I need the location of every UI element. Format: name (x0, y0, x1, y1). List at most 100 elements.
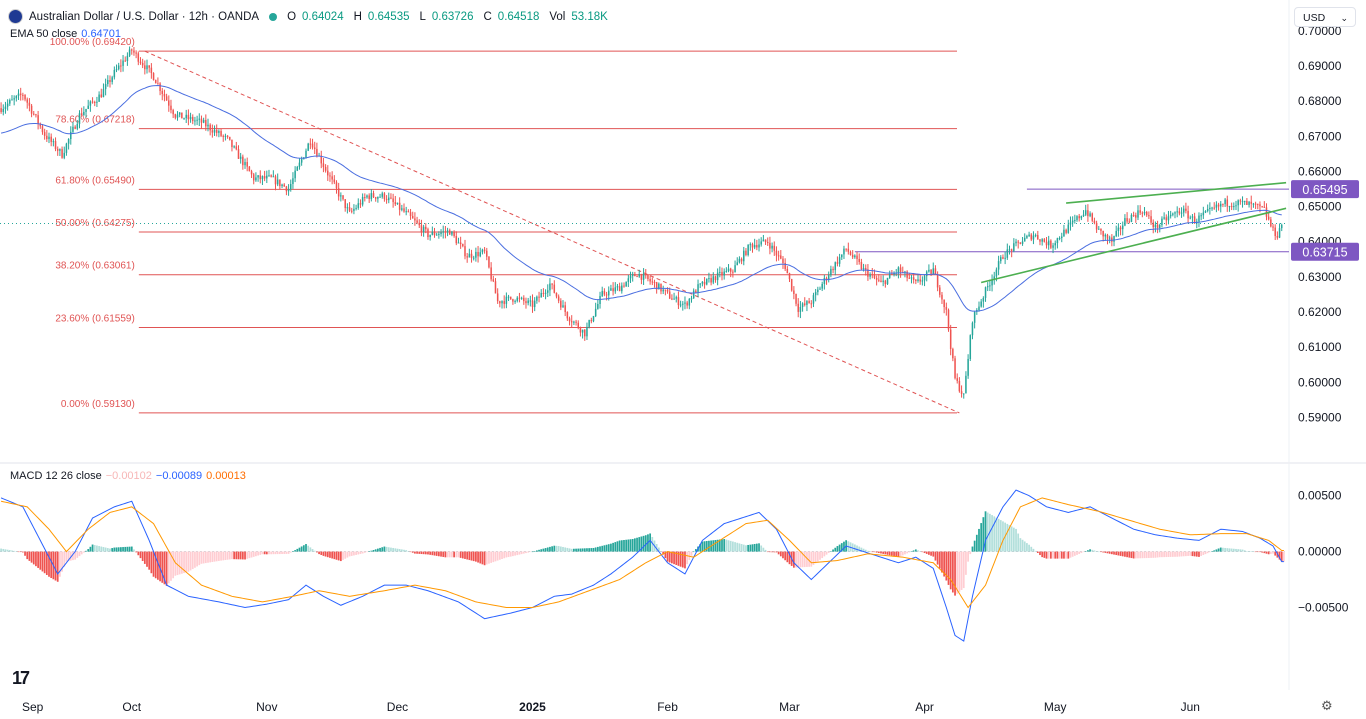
macd-histogram-bar (771, 551, 773, 553)
macd-histogram-bar (1143, 551, 1146, 559)
candle-body (1111, 237, 1113, 242)
candle-body (684, 302, 686, 304)
ema-50-line (0, 85, 1282, 312)
candle-body (867, 269, 869, 277)
macd-histogram-bar (1080, 551, 1083, 554)
macd-histogram-bar (405, 550, 408, 552)
candle-body (1178, 211, 1181, 214)
candle-body (542, 292, 545, 294)
candle-body (1237, 200, 1239, 206)
candle-body (581, 329, 584, 333)
candle-body (37, 115, 39, 124)
candle-body (128, 49, 131, 56)
time-tick-label: Apr (915, 700, 934, 714)
candle-body (176, 114, 179, 118)
symbol-title[interactable]: Australian Dollar / U.S. Dollar · 12h · … (29, 10, 260, 23)
time-tick-label: Jun (1181, 700, 1200, 714)
macd-histogram-bar (189, 551, 192, 571)
macd-legend[interactable]: MACD 12 26 close −0.00102 −0.00089 0.00013 (10, 470, 246, 482)
macd-histogram-bar (377, 548, 379, 552)
macd-histogram-bar (1021, 539, 1024, 552)
macd-histogram-bar (579, 548, 582, 552)
macd-histogram-bar (368, 551, 371, 552)
candle-body (1106, 234, 1109, 239)
macd-histogram-bar (1056, 551, 1059, 559)
candle-body (342, 195, 344, 200)
candle-body (509, 296, 512, 300)
candle-body (653, 281, 656, 283)
tradingview-logo-icon[interactable]: 17 (12, 668, 30, 688)
candle-body (111, 77, 113, 82)
candle-body (398, 202, 401, 210)
candle-body (786, 268, 789, 274)
macd-histogram-bar (1256, 551, 1259, 553)
chevron-down-icon: ⌄ (1340, 13, 1348, 23)
candle-body (991, 279, 993, 286)
candle-body (107, 80, 109, 85)
candle-body (1176, 211, 1178, 213)
macd-line-value: −0.00089 (155, 470, 203, 482)
macd-histogram-bar (383, 546, 386, 552)
candle-body (248, 166, 251, 172)
macd-histogram-bar (89, 546, 92, 552)
candle-body (257, 175, 259, 178)
candle-body (525, 301, 527, 304)
candle-body (15, 95, 18, 99)
candle-body (908, 277, 911, 279)
macd-histogram-bar (416, 551, 418, 554)
macd-histogram-bar (692, 551, 695, 553)
macd-histogram-bar (472, 551, 475, 562)
macd-histogram-bar (1195, 551, 1198, 557)
candle-body (995, 269, 998, 277)
macd-histogram-bar (11, 550, 13, 552)
macd-histogram-bar (370, 550, 373, 552)
macd-histogram-bar (1058, 551, 1061, 559)
macd-histogram-bar (1198, 551, 1200, 557)
candle-body (570, 321, 573, 323)
macd-histogram-bar (82, 551, 85, 553)
macd-histogram-bar (675, 551, 678, 565)
macd-histogram-bar (1232, 548, 1235, 552)
candle-body (573, 321, 575, 323)
candle-body (0, 108, 2, 112)
candle-body (1193, 216, 1196, 224)
candle-body (664, 289, 667, 291)
macd-histogram-bar (583, 548, 586, 552)
macd-histogram-bar (758, 543, 760, 552)
macd-histogram-bar (261, 551, 264, 555)
macd-histogram-bar (736, 542, 739, 552)
candle-body (910, 277, 913, 279)
macd-histogram-bar (557, 546, 560, 552)
market-status-icon (269, 12, 278, 21)
macd-histogram-bar (231, 551, 233, 560)
candle-body (1019, 242, 1022, 244)
macd-histogram-bar (488, 551, 490, 564)
macd-histogram-bar (991, 515, 993, 552)
ema-legend[interactable]: EMA 50 close 0.64701 (10, 28, 121, 40)
macd-histogram-bar (808, 551, 810, 567)
currency-select[interactable]: USD ⌄ (1294, 7, 1356, 27)
candle-body (851, 254, 854, 258)
macd-histogram-bar (1226, 548, 1229, 552)
candle-body (854, 255, 856, 258)
gear-icon[interactable]: ⚙ (1321, 698, 1333, 713)
candle-body (507, 296, 510, 298)
macd-histogram-bar (191, 551, 194, 570)
candle-body (4, 106, 7, 109)
macd-histogram-bar (967, 551, 969, 562)
candle-body (753, 245, 756, 248)
macd-histogram-bar (775, 551, 778, 553)
macd-histogram-bar (886, 551, 889, 555)
candle-body (982, 297, 985, 302)
macd-histogram-bar (586, 548, 588, 552)
candle-body (864, 267, 867, 270)
macd-histogram-bar (623, 540, 625, 552)
candle-body (1052, 245, 1054, 248)
macd-histogram-bar (921, 551, 924, 553)
macd-histogram-bar (638, 537, 641, 552)
price-tick-label: 0.59000 (1298, 411, 1342, 425)
macd-histogram-bar (573, 548, 575, 552)
macd-histogram-bar (531, 551, 534, 553)
price-tick-label: 0.61000 (1298, 340, 1342, 354)
